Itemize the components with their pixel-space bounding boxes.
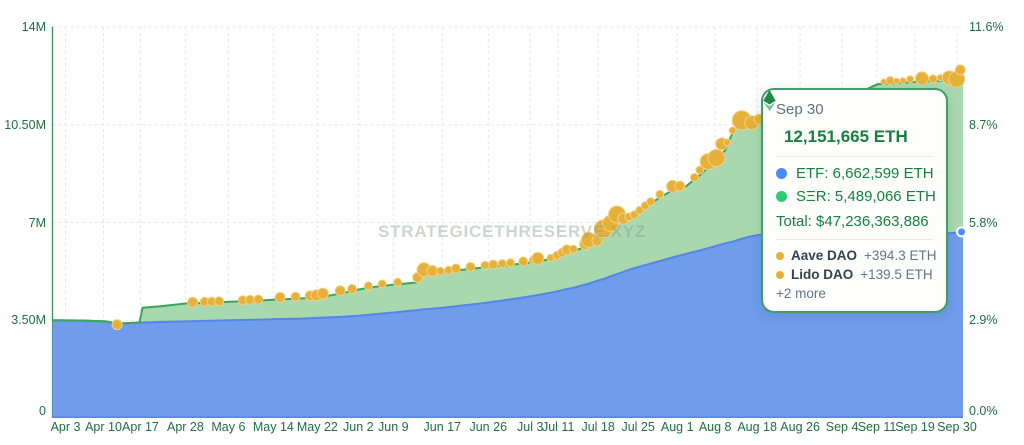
x-axis-tick: Jul 25	[621, 420, 655, 434]
x-axis-tick: Jun 17	[423, 420, 462, 434]
x-axis-tick: Apr 17	[122, 420, 159, 434]
x-axis-tick: Apr 3	[50, 420, 81, 434]
tooltip-dao-row: Aave DAO +394.3 ETH	[776, 248, 937, 263]
x-axis-tick: Jul 3	[517, 420, 544, 434]
dao-purchase-dot[interactable]	[728, 126, 737, 135]
tooltip-divider	[776, 239, 933, 240]
x-axis-tick: May 22	[296, 420, 338, 434]
dao-purchase-dot[interactable]	[435, 266, 445, 276]
ser-area[interactable]	[52, 78, 964, 324]
ser-dot-icon	[776, 191, 787, 202]
dao-dot-icon	[776, 270, 784, 279]
x-axis-tick: Apr 10	[85, 420, 122, 434]
dao-purchase-dot[interactable]	[111, 319, 123, 331]
x-axis-tick: Aug 1	[660, 420, 694, 434]
dao-purchase-dot[interactable]	[695, 165, 705, 175]
dao-dot-icon	[776, 251, 784, 260]
dao-purchase-dot[interactable]	[334, 285, 346, 297]
dao-purchase-dot[interactable]	[954, 64, 966, 76]
etf-dot-icon	[776, 168, 787, 179]
dao-purchase-dot[interactable]	[214, 296, 225, 307]
x-axis-tick: Aug 8	[698, 420, 732, 434]
tooltip-total-eth: 12,151,665 ETH	[784, 127, 908, 146]
dao-purchase-dot[interactable]	[674, 180, 686, 192]
y-axis-right-tick: 2.9%	[969, 313, 998, 327]
dao-purchase-dot[interactable]	[316, 287, 329, 300]
x-axis-tick: Aug 26	[780, 420, 820, 434]
dao-purchase-dot[interactable]	[915, 71, 929, 86]
dao-purchase-dot[interactable]	[290, 291, 301, 302]
y-axis-left-tick: 0	[39, 403, 46, 418]
tooltip-more-link[interactable]: +2 more	[776, 286, 826, 301]
dao-delta: +139.5 ETH	[860, 267, 933, 282]
x-axis-tick: Jun 2	[343, 420, 374, 434]
tooltip-dao-row: Lido DAO +139.5 ETH	[776, 267, 933, 282]
dao-purchase-dot[interactable]	[187, 296, 199, 308]
x-axis-tick: May 14	[252, 420, 294, 434]
x-axis-tick: Jul 11	[541, 420, 575, 434]
dao-purchase-dot[interactable]	[707, 149, 726, 167]
dao-purchase-dot[interactable]	[689, 173, 699, 182]
tooltip-ser-row: SΞR: 5,489,066 ETH	[776, 188, 936, 205]
dao-purchase-dot[interactable]	[347, 284, 358, 294]
dao-purchase-dot[interactable]	[377, 279, 387, 289]
dao-purchase-dot[interactable]	[363, 281, 373, 291]
x-axis-tick: Jun 9	[378, 420, 409, 434]
chart-tooltip: Sep 30 12,151,665 ETH ETF: 6,662,599 ETH…	[761, 88, 948, 313]
dao-name: Lido DAO	[791, 267, 854, 282]
x-axis-tick: Aug 18	[737, 420, 777, 434]
etf-latest-marker[interactable]	[956, 226, 967, 238]
dao-purchase-dot[interactable]	[906, 75, 915, 84]
dao-purchase-dot[interactable]	[488, 259, 499, 270]
dao-purchase-dot[interactable]	[723, 138, 732, 147]
tooltip-total-usd: Total: $47,236,363,886	[776, 213, 929, 230]
dao-purchase-dot[interactable]	[245, 294, 256, 305]
tooltip-divider	[776, 156, 933, 157]
dao-purchase-dot[interactable]	[646, 197, 656, 207]
tooltip-etf-row: ETF: 6,662,599 ETH	[776, 165, 934, 182]
dao-purchase-dot[interactable]	[274, 291, 286, 303]
dao-name: Aave DAO	[791, 248, 858, 263]
y-axis-right-tick: 5.8%	[969, 215, 998, 230]
dao-purchase-dot[interactable]	[497, 259, 507, 269]
x-axis-tick: Sep 4	[825, 420, 859, 434]
dao-purchase-dot[interactable]	[928, 74, 938, 84]
y-axis-left-tick: 3.50M	[11, 313, 46, 327]
y-axis-right-tick: 0.0%	[969, 403, 998, 418]
dao-purchase-dot[interactable]	[885, 76, 895, 85]
dao-purchase-dot[interactable]	[465, 261, 476, 272]
tooltip-headline-row: 12,151,665 ETH	[763, 90, 933, 147]
x-axis-tick: Apr 28	[167, 420, 204, 434]
dao-purchase-dot[interactable]	[531, 251, 545, 265]
dao-delta: +394.3 ETH	[864, 248, 937, 263]
x-axis-tick: Sep 11	[857, 420, 897, 434]
x-axis-tick: Jul 18	[581, 420, 615, 434]
dao-purchase-dot[interactable]	[506, 258, 515, 268]
etf-area[interactable]	[52, 231, 964, 418]
tooltip-ser-value: SΞR: 5,489,066 ETH	[796, 188, 936, 205]
y-axis-right-tick: 11.6%	[969, 19, 1004, 34]
y-axis-left-tick: 14M	[21, 19, 46, 34]
dao-purchase-dot[interactable]	[568, 244, 578, 254]
dao-purchase-dot[interactable]	[655, 189, 665, 199]
y-axis-right-tick: 8.7%	[969, 117, 998, 132]
x-axis-tick: May 6	[211, 420, 246, 434]
dao-purchase-dot[interactable]	[899, 77, 907, 85]
dao-purchase-dot[interactable]	[893, 77, 900, 85]
dao-purchase-dot[interactable]	[450, 263, 461, 274]
x-axis-tick: Sep 19	[895, 420, 935, 434]
dao-purchase-dot[interactable]	[253, 294, 264, 305]
dao-purchase-dot[interactable]	[480, 260, 490, 270]
y-axis-left-tick: 10.50M	[4, 117, 46, 132]
tooltip-date: Sep 30	[776, 101, 824, 118]
x-axis-tick: Jun 26	[469, 420, 508, 434]
y-axis-left-tick: 7M	[28, 215, 46, 230]
tooltip-etf-value: ETF: 6,662,599 ETH	[796, 165, 934, 182]
dao-purchase-dot[interactable]	[393, 277, 403, 287]
x-axis-tick: Sep 30	[937, 420, 977, 434]
dao-purchase-dot[interactable]	[518, 256, 529, 267]
